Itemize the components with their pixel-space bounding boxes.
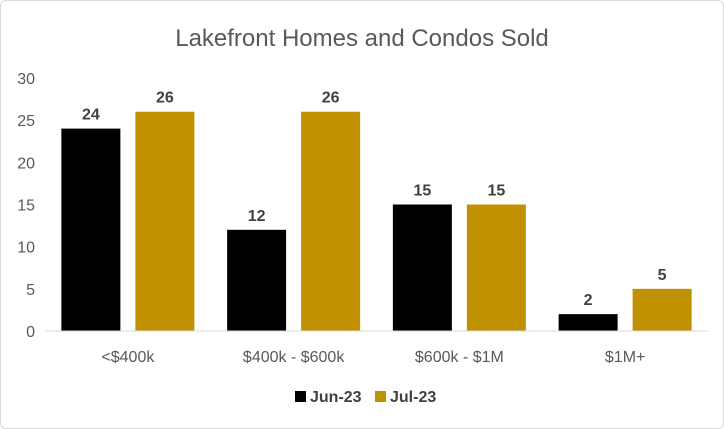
bar-jul-23-0 <box>135 111 195 331</box>
legend-swatch-jun-23 <box>295 391 306 402</box>
x-category-label: <$400k <box>101 349 155 366</box>
bar-jul-23-3 <box>632 288 692 331</box>
data-label: 26 <box>322 90 340 107</box>
y-tick-label: 20 <box>17 155 35 172</box>
data-label: 5 <box>658 267 667 284</box>
y-tick-label: 5 <box>26 282 35 299</box>
x-category-label: $400k - $600k <box>243 349 345 366</box>
data-label: 15 <box>487 183 505 200</box>
y-tick-label: 0 <box>26 324 35 341</box>
legend-label: Jun-23 <box>310 389 362 406</box>
data-label: 15 <box>413 183 431 200</box>
bar-jun-23-3 <box>558 314 618 331</box>
data-label: 2 <box>584 292 593 309</box>
legend: Jun-23 Jul-23 <box>295 389 436 406</box>
y-tick-label: 10 <box>17 240 35 257</box>
chart-title: Lakefront Homes and Condos Sold <box>175 25 549 52</box>
x-category-label: $600k - $1M <box>415 349 504 366</box>
legend-swatch-jul-23 <box>375 391 386 402</box>
legend-label: Jul-23 <box>390 389 436 406</box>
bars-layer: 24 26 12 26 15 15 2 5 <box>61 90 692 331</box>
data-label: 24 <box>82 107 100 124</box>
y-tick-label: 25 <box>17 113 35 130</box>
y-tick-label: 30 <box>17 71 35 88</box>
bar-jun-23-0 <box>61 128 121 331</box>
data-label: 12 <box>248 208 266 225</box>
data-label: 26 <box>156 90 174 107</box>
y-axis: 0 5 10 15 20 25 30 <box>17 71 35 341</box>
y-tick-label: 15 <box>17 198 35 215</box>
bar-jul-23-1 <box>301 111 361 331</box>
bar-jun-23-1 <box>227 229 287 331</box>
x-category-label: $1M+ <box>605 349 645 366</box>
bar-jul-23-2 <box>466 204 526 331</box>
x-axis-categories: <$400k $400k - $600k $600k - $1M $1M+ <box>101 349 645 366</box>
bar-jun-23-2 <box>392 204 452 331</box>
